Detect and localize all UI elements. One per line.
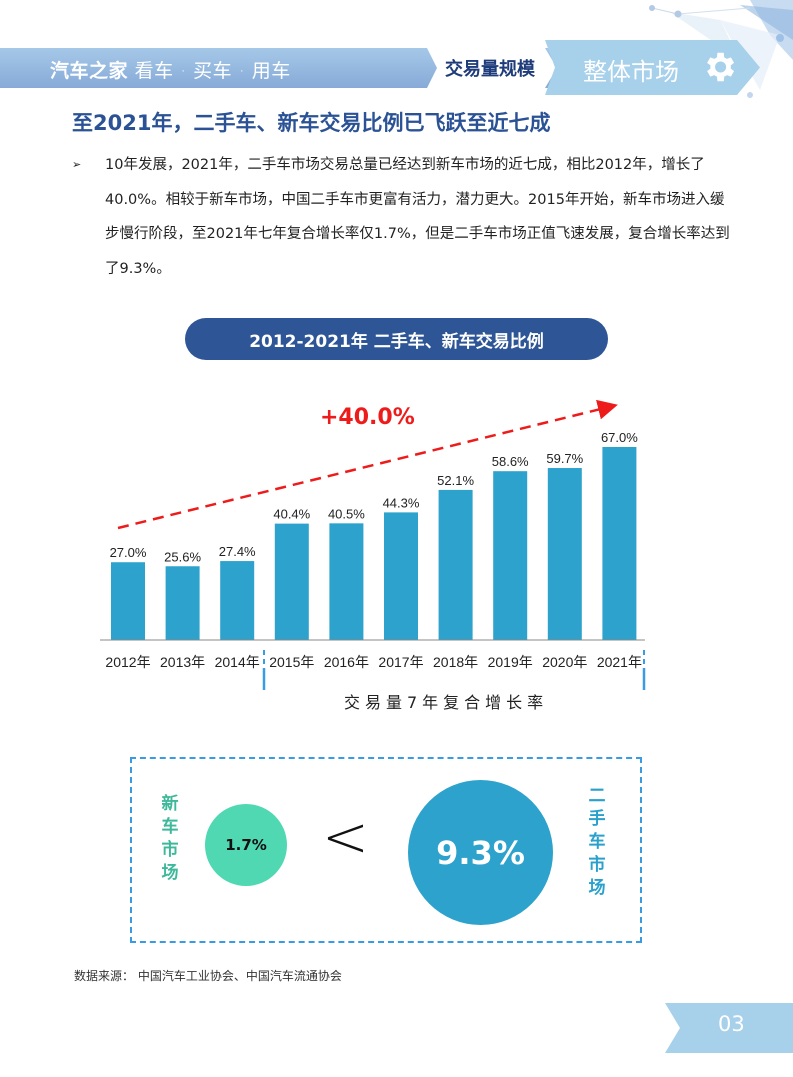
page-headline: 至2021年，二手车、新车交易比例已飞跃至近七成 [72, 111, 551, 135]
bar [274, 523, 309, 640]
bar-value-label: 27.4% [219, 544, 256, 559]
label-char: 市 [588, 855, 606, 875]
bar [220, 561, 255, 640]
x-axis-tick-label: 2021年 [597, 654, 642, 670]
bar-value-label: 44.3% [383, 495, 420, 510]
x-axis-tick-label: 2019年 [488, 654, 533, 670]
label-char: 手 [588, 809, 606, 829]
bar-value-label: 40.5% [328, 506, 365, 521]
bar-chart: 27.0% 2012年 25.6% 2013年 27.4% 2014年 40.4% 2015年… [100, 399, 646, 690]
section-tag: 交易量规模 [445, 59, 535, 80]
bar-value-label: 59.7% [546, 451, 583, 466]
x-axis-tick-label: 2017年 [378, 654, 423, 670]
decorative-network-graphic [649, 0, 793, 98]
x-axis-tick-label: 2014年 [215, 654, 260, 670]
bar-value-label: 40.4% [273, 507, 310, 522]
used-market-bubble: 9.3% [408, 780, 553, 925]
bar [329, 523, 364, 640]
chart-title: 2012-2021年 二手车、新车交易比例 [185, 318, 608, 360]
growth-annotation: +40.0% [320, 405, 415, 430]
bars-group: 27.0% 2012年 25.6% 2013年 27.4% 2014年 40.4% 2015年… [105, 430, 642, 670]
label-char: 新 [161, 794, 179, 814]
bar [165, 566, 200, 640]
x-axis-tick-label: 2012年 [105, 654, 150, 670]
new-market-label: 新 车 市 场 [159, 793, 181, 885]
trend-arrow [117, 399, 618, 530]
x-axis-tick-label: 2013年 [160, 654, 205, 670]
new-market-value: 1.7% [225, 836, 267, 854]
data-source: 数据来源： 中国汽车工业协会、中国汽车流通协会 [74, 969, 342, 983]
label-char: 场 [161, 863, 179, 883]
bar [111, 562, 145, 640]
x-axis-tick-label: 2020年 [542, 654, 587, 670]
bar-value-label: 27.0% [110, 545, 147, 560]
bar [602, 447, 637, 640]
page-number: 03 [718, 1012, 745, 1036]
brand-slogan: 看车 · 买车 · 用车 [134, 60, 291, 82]
cagr-label: 交易量7年复合增长率 [344, 693, 549, 712]
section-tag-shape [427, 48, 557, 88]
page-number-tab [665, 1003, 793, 1053]
range-brace [262, 668, 646, 690]
section-title-shape [545, 40, 760, 95]
used-market-label: 二 手 车 市 场 [586, 785, 608, 900]
gear-icon [707, 52, 735, 82]
bar [438, 489, 473, 640]
bar [384, 512, 418, 640]
bar-value-label: 58.6% [492, 454, 529, 469]
label-char: 场 [588, 878, 606, 898]
new-market-bubble: 1.7% [205, 804, 287, 886]
x-axis-tick-label: 2016年 [324, 654, 369, 670]
bar-value-label: 67.0% [601, 430, 638, 445]
section-title: 整体市场 [583, 58, 679, 86]
less-than-sign: < [322, 805, 369, 870]
brand-name: 汽车之家 [50, 60, 129, 82]
used-market-value: 9.3% [436, 833, 525, 872]
summary-paragraph: ➢ 10年发展，2021年，二手车市场交易总量已经达到新车市场的近七成，相比20… [72, 148, 732, 286]
x-axis-tick-label: 2015年 [269, 654, 314, 670]
label-char: 市 [161, 840, 179, 860]
label-char: 二 [588, 786, 606, 806]
cagr-comparison-box [130, 757, 642, 943]
bar-value-label: 25.6% [164, 549, 201, 564]
label-char: 车 [161, 817, 179, 837]
label-char: 车 [588, 832, 606, 852]
summary-text: 10年发展，2021年，二手车市场交易总量已经达到新车市场的近七成，相比2012… [105, 157, 730, 277]
bar [547, 468, 582, 640]
bullet-arrow-icon: ➢ [72, 158, 82, 171]
bar [493, 471, 528, 640]
bar-value-label: 52.1% [437, 473, 474, 488]
x-axis-tick-label: 2018年 [433, 654, 478, 670]
brand-logo: 汽车之家 看车 · 买车 · 用车 [50, 56, 291, 83]
